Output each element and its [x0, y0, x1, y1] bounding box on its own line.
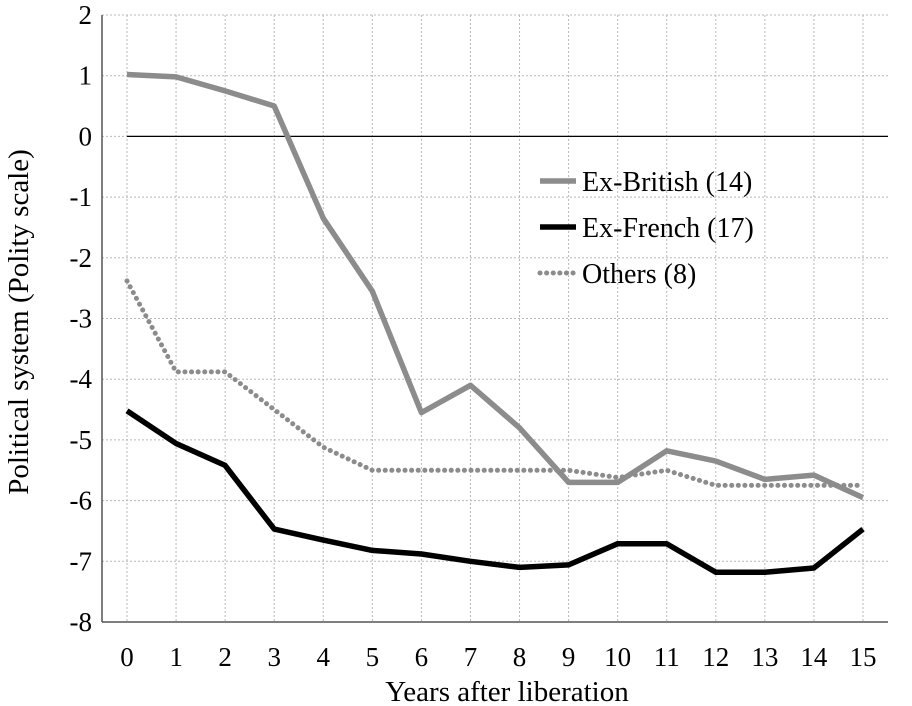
x-tick-label: 6 [415, 642, 429, 672]
plot-frame [101, 15, 888, 623]
x-tick-label: 13 [751, 642, 778, 672]
y-tick-label: -8 [70, 607, 93, 637]
x-tick-label: 12 [702, 642, 729, 672]
x-tick-label: 11 [654, 642, 680, 672]
x-axis-title: Years after liberation [385, 676, 629, 706]
y-tick-label: 0 [79, 121, 93, 151]
x-tick-label: 3 [267, 642, 281, 672]
y-tick-label: 1 [79, 61, 93, 91]
y-tick-label: -6 [70, 486, 93, 516]
x-tick-label: 2 [218, 642, 232, 672]
x-tick-label: 1 [169, 642, 183, 672]
x-tick-label: 10 [604, 642, 631, 672]
x-tick-label: 4 [317, 642, 331, 672]
series-line-2 [124, 278, 866, 488]
x-tick-label: 9 [562, 642, 576, 672]
x-tick-label: 8 [513, 642, 527, 672]
y-axis-title: Political system (Polity scale) [3, 149, 35, 495]
legend-label-0: Ex-British (14) [582, 167, 752, 198]
y-tick-label: -4 [70, 364, 93, 394]
series-line-1 [125, 408, 865, 575]
y-axis-tick-labels: 2 1 0 -1 -2 -3 -4 -5 -6 -7 -8 [70, 0, 93, 637]
gridlines [102, 14, 888, 623]
y-tick-label: -5 [70, 425, 93, 455]
x-axis-tick-labels: 0 1 2 3 4 5 6 7 8 9 10 11 12 13 14 15 [120, 642, 876, 672]
legend-label-2: Others (8) [582, 259, 696, 290]
x-tick-label: 15 [850, 642, 877, 672]
y-tick-label: -2 [70, 243, 93, 273]
x-tick-label: 7 [464, 642, 478, 672]
y-tick-label: -3 [70, 304, 93, 334]
legend: Ex-British (14) Ex-French (17) Others (8) [537, 167, 754, 290]
legend-label-1: Ex-French (17) [582, 213, 754, 244]
y-tick-label: 2 [79, 0, 93, 30]
y-tick-label: -7 [70, 546, 93, 576]
x-tick-label: 0 [120, 642, 134, 672]
x-tick-label: 14 [800, 642, 828, 672]
series-lines [124, 71, 866, 575]
series-line-0 [126, 71, 865, 501]
x-tick-label: 5 [366, 642, 380, 672]
y-tick-label: -1 [70, 182, 93, 212]
